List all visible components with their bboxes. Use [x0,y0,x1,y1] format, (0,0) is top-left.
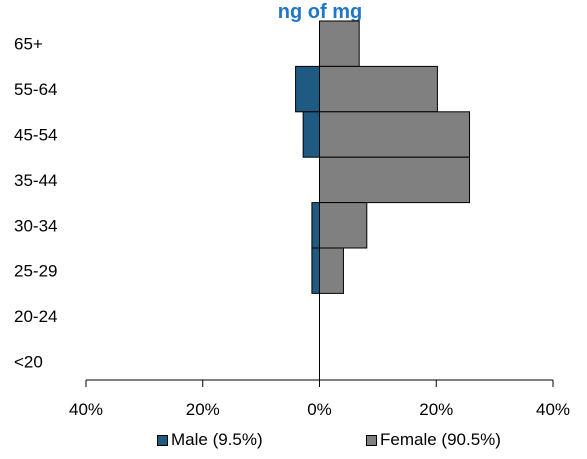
chart-legend: Male (9.5%) Female (90.5%) [0,430,587,456]
bar-female-35-44 [319,156,471,204]
bar-male-30-34 [311,202,321,249]
x-tick-label: 40% [69,400,103,419]
x-tick-label: 20% [186,400,220,419]
x-tick-label: 0% [307,400,332,419]
bar-female-25-29 [319,247,344,294]
bar-female-55-64 [319,65,438,113]
legend-item-male: Male (9.5%) [157,430,263,450]
bar-female-30-34 [319,202,368,249]
y-tick-label: <20 [14,353,43,372]
y-tick-label: 55-64 [14,80,57,99]
bar-female-45-54 [319,111,471,158]
legend-item-female: Female (90.5%) [366,430,501,450]
y-tick-label: 45-54 [14,126,57,145]
y-tick-label: 20-24 [14,307,57,326]
y-tick-label: 30-34 [14,216,57,235]
legend-label-male: Male (9.5%) [171,430,263,449]
legend-swatch-female [366,434,377,446]
legend-label-female: Female (90.5%) [380,430,501,449]
bar-male-55-64 [295,65,321,113]
bar-male-25-29 [311,247,321,294]
y-tick-label: 25-29 [14,262,57,281]
bar-female-65+ [319,20,360,67]
legend-swatch-male [157,434,168,446]
x-tick-label: 40% [536,400,570,419]
population-pyramid-chart: ng of mg 65+ 55-64 45-54 35-44 30-34 25-29 20-… [14,1,570,419]
bar-male-45-54 [302,111,320,158]
y-tick-label: 65+ [14,35,43,54]
x-tick-label: 20% [419,400,453,419]
chart-title: ng of mg [278,1,362,23]
y-tick-label: 35-44 [14,171,57,190]
